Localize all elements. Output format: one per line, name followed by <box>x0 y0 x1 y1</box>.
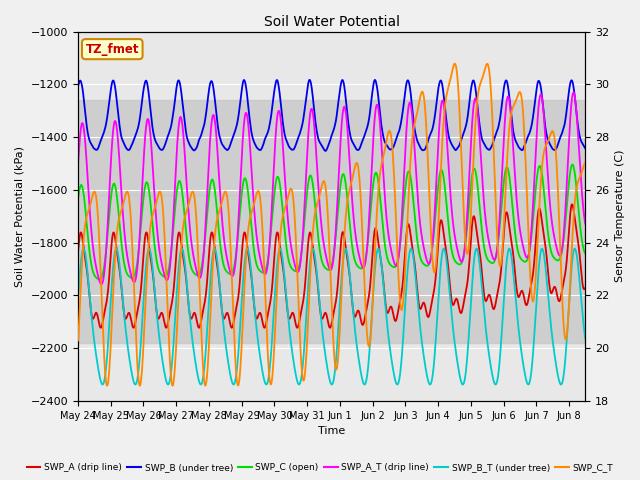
Y-axis label: Sensor Temperature (C): Sensor Temperature (C) <box>615 150 625 283</box>
Bar <box>78 100 586 195</box>
Y-axis label: Soil Water Potential (kPa): Soil Water Potential (kPa) <box>15 146 25 287</box>
Legend: SWP_A (drip line), SWP_B (under tree), SWP_C (open), SWP_A_T (drip line), SWP_B_: SWP_A (drip line), SWP_B (under tree), S… <box>23 459 617 476</box>
Title: Soil Water Potential: Soil Water Potential <box>264 15 400 29</box>
Text: TZ_fmet: TZ_fmet <box>86 43 139 56</box>
X-axis label: Time: Time <box>318 426 346 436</box>
Bar <box>78 195 586 343</box>
